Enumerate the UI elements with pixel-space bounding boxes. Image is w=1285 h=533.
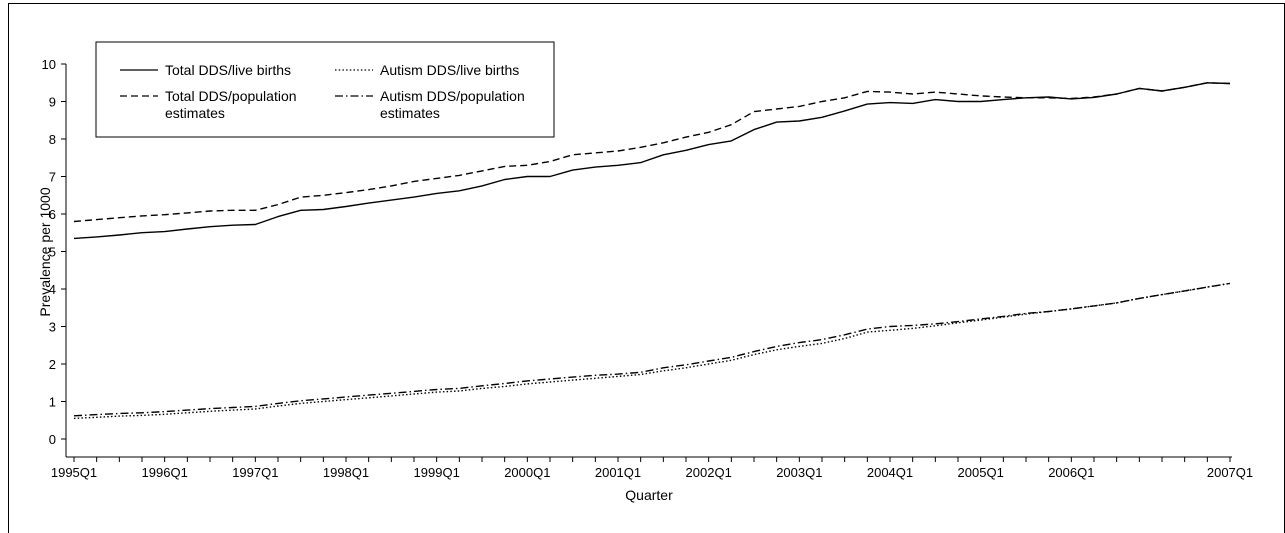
y-axis-title: Prevalence per 1000 xyxy=(37,187,53,316)
series-line-2 xyxy=(73,282,1231,420)
legend-label-autism-dds-population: Autism DDS/population estimates xyxy=(380,88,525,121)
legend-label-total-dds-population: Total DDS/population estimates xyxy=(165,88,297,121)
y-tick-label: 6 xyxy=(49,207,56,222)
x-tick-label: 1999Q1 xyxy=(414,465,460,480)
x-tick-label: 1997Q1 xyxy=(232,465,278,480)
x-tick-label: 1995Q1 xyxy=(51,465,97,480)
x-tick-label: 2003Q1 xyxy=(776,465,822,480)
legend: Total DDS/live births Total DDS/populati… xyxy=(95,41,555,138)
x-tick-label: 1996Q1 xyxy=(142,465,188,480)
series-lines xyxy=(73,82,1231,420)
x-tick-label: 2005Q1 xyxy=(958,465,1004,480)
y-ticks: 0 1 2 3 4 5 6 7 8 9 10 xyxy=(42,57,66,447)
y-tick-label: 1 xyxy=(49,395,56,410)
y-tick-label: 9 xyxy=(49,95,56,110)
y-tick-label: 2 xyxy=(49,357,56,372)
x-tick-label: 2007Q1 xyxy=(1207,465,1253,480)
y-tick-label: 0 xyxy=(49,432,56,447)
x-axis-title: Quarter xyxy=(625,487,673,503)
y-tick-label: 4 xyxy=(49,282,56,297)
y-tick-label: 3 xyxy=(49,320,56,335)
y-tick-label: 10 xyxy=(42,57,56,72)
y-tick-label: 7 xyxy=(49,170,56,185)
legend-box xyxy=(95,41,555,138)
series-line-0 xyxy=(73,82,1231,240)
series-line-1 xyxy=(73,82,1231,223)
legend-label-total-dds-live-births: Total DDS/live births xyxy=(165,62,291,78)
x-tick-label: 2002Q1 xyxy=(686,465,732,480)
x-ticks: 1995Q1 1996Q1 1997Q1 1998Q1 1999Q1 2000Q1 2001… xyxy=(51,457,1253,480)
x-tick-label: 2001Q1 xyxy=(595,465,641,480)
x-tick-label: 2006Q1 xyxy=(1048,465,1094,480)
x-tick-label: 2000Q1 xyxy=(504,465,550,480)
y-tick-label: 8 xyxy=(49,132,56,147)
x-tick-label: 1998Q1 xyxy=(323,465,369,480)
legend-label-autism-dds-live-births: Autism DDS/live births xyxy=(380,62,519,78)
series-line-3 xyxy=(73,282,1231,417)
x-tick-label: 2004Q1 xyxy=(867,465,913,480)
y-tick-label: 5 xyxy=(49,245,56,260)
